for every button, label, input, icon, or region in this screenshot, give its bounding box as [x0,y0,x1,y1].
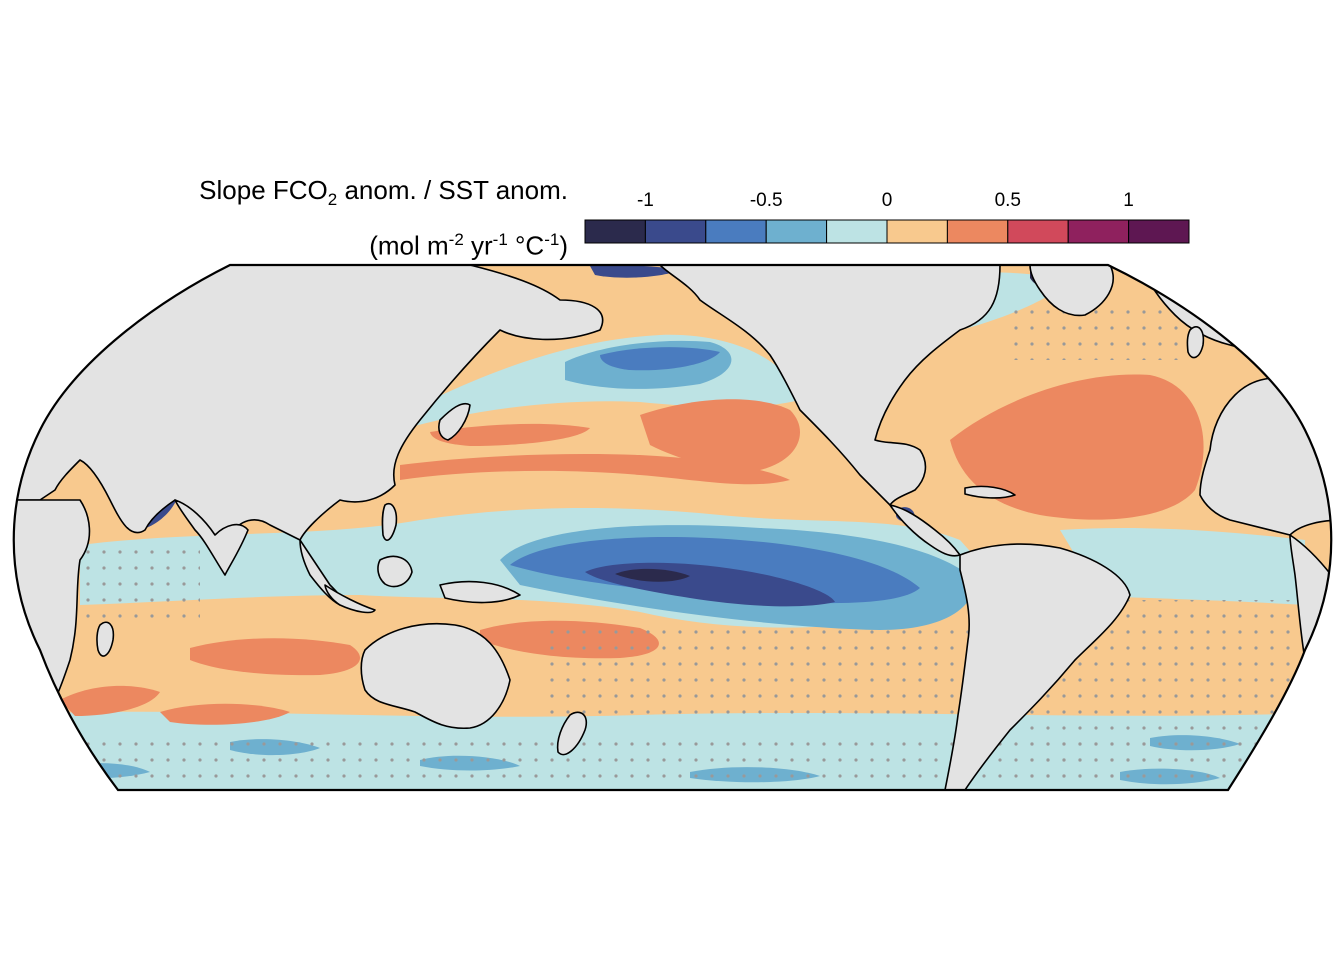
landmass-australia [360,622,511,730]
north-pacific-orange-mid [430,423,590,446]
colorbar-tick-label: 0.5 [995,190,1021,211]
stipple-southern-ocean [60,730,1260,790]
landmass-north-america [659,265,1001,506]
south-indian-orange [190,638,360,676]
legend-title-line1: Slope FCO2 anom. / SST anom. [199,175,568,210]
stipple-tropical-pacific [540,620,980,720]
north-pacific-anomaly-strong [600,347,720,371]
landmass-philippines [381,503,398,541]
colorbar-ticks: -1 -0.5 0 0.5 1 [637,190,1134,211]
colorbar-tick-label: 0 [882,190,893,211]
landmass-greenland [1029,265,1114,317]
landmass-japan [438,402,471,441]
landmass-cuba [964,485,1016,499]
colorbar-bin [584,219,646,244]
colorbar-bin [1007,219,1069,244]
map-outline [12,263,1333,792]
arctic-pacific-anomaly [590,265,680,278]
equatorial-pacific-anomaly-peak [615,568,690,582]
colorbar-bin [1128,219,1190,244]
landmass-new-guinea [439,580,521,604]
stipple-north-atlantic [1010,300,1190,360]
legend-title: Slope FCO2 anom. / SST anom. (mol m-2 yr… [199,170,568,266]
world-map [12,263,1333,792]
stipple-indian [80,545,200,625]
colorbar-tick-label: 1 [1123,190,1134,211]
south-indian-orange-west [60,685,160,716]
colorbar-bin [826,219,888,244]
colorbar-bin [1067,219,1130,244]
landmass-british-isles [1186,326,1205,359]
colorbar-bin [886,219,948,244]
landmass-new-zealand [556,711,588,756]
landmass-borneo [377,555,413,588]
landmass-sumatra [324,584,376,614]
north-atlantic-orange [950,374,1204,520]
colorbar-bin [644,219,707,244]
colorbar-bin [765,219,828,244]
colorbar-tick-label: -1 [637,190,654,211]
colorbar-bin [705,219,767,244]
landmass-south-america [944,543,1131,790]
south-indian-orange-mid [160,703,290,725]
legend-title-line2: (mol m-2 yr-1 °C-1) [369,230,568,261]
north-pacific-orange-west [400,454,790,485]
colorbar-bin [946,219,1009,244]
colorbar-tick-label: -0.5 [750,190,783,211]
north-pacific-orange-east [640,399,800,471]
landmass-madagascar [96,621,115,657]
landmass-india [174,499,249,576]
colorbar [584,219,1190,244]
